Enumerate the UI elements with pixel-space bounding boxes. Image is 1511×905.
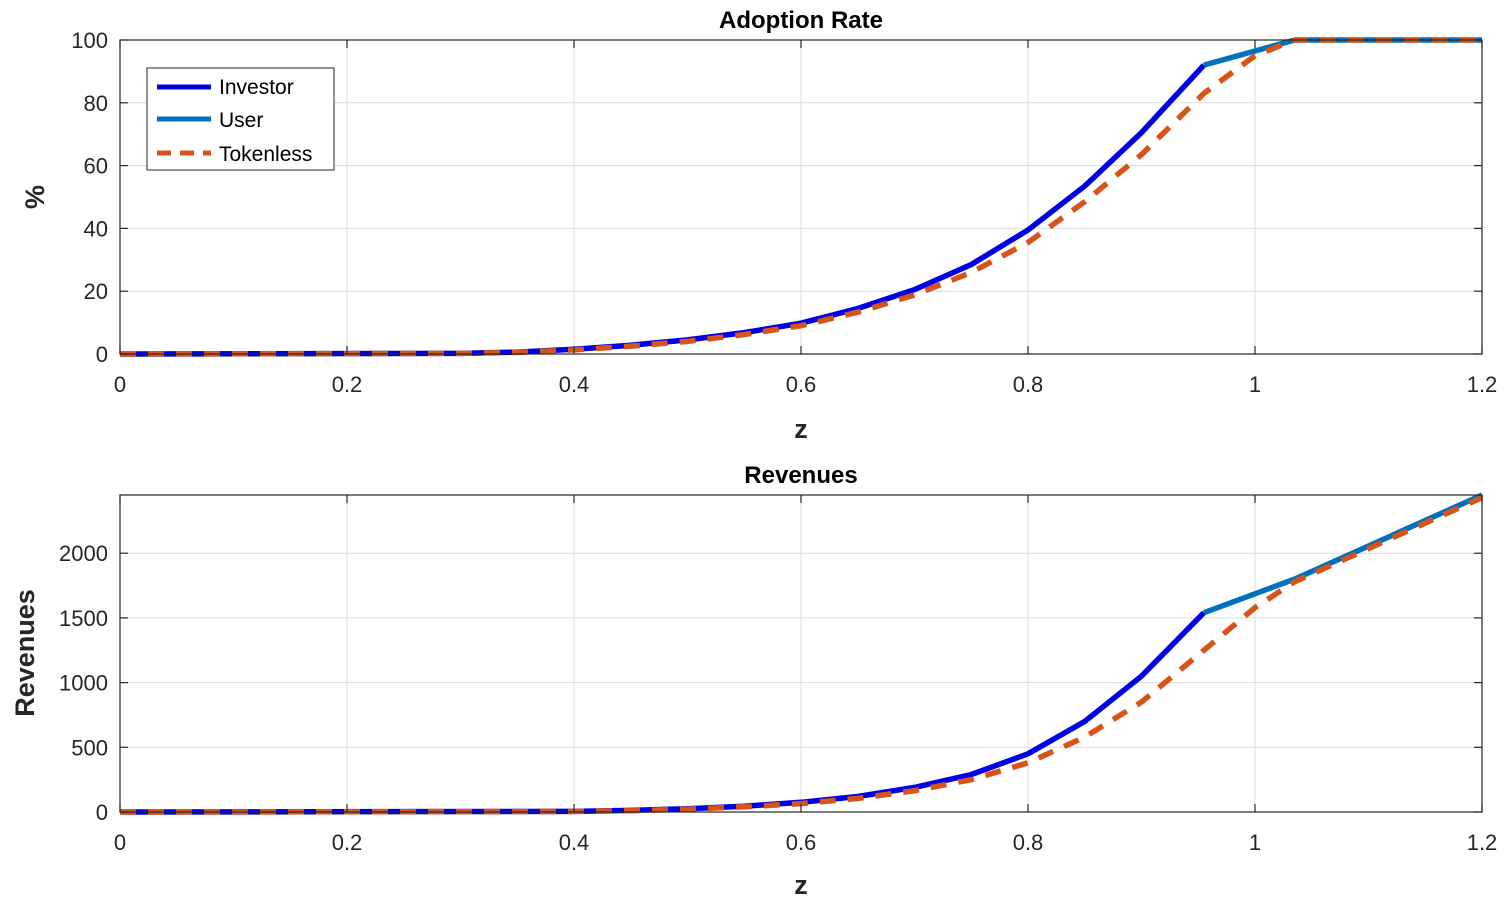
x-tick-label: 0.6: [786, 372, 817, 397]
y-tick-label: 0: [96, 342, 108, 367]
x-tick-label: 0.4: [559, 372, 590, 397]
y-tick-label: 80: [84, 91, 108, 116]
y-tick-label: 0: [96, 800, 108, 825]
y-tick-label: 1500: [59, 606, 108, 631]
y-tick-label: 1000: [59, 671, 108, 696]
series-line-tokenless: [119, 37, 1482, 357]
x-tick-label: 0.6: [786, 830, 817, 855]
series-line-tokenless: [119, 495, 1484, 815]
x-tick-label: 0.2: [332, 372, 363, 397]
x-tick-label: 0.8: [1013, 830, 1044, 855]
chart-title: Adoption Rate: [719, 7, 883, 34]
x-tick-label: 0: [114, 372, 126, 397]
x-tick-label: 0.8: [1013, 372, 1044, 397]
revenues-panel: 0 0.2 0.4 0.6 0.8 1 1.2 0 500 1000 1500 2000 Revenu…: [10, 462, 1497, 900]
y-axis-title: %: [20, 185, 50, 209]
x-tick-label: 1: [1249, 372, 1261, 397]
adoption-rate-panel: 0 0.2 0.4 0.6 0.8 1 1.2 0 20 40 60 80 100 Adoption R…: [20, 7, 1497, 444]
y-tick-label: 2000: [59, 541, 108, 566]
y-tick-label: 40: [84, 216, 108, 241]
x-tick-label: 1.2: [1467, 830, 1498, 855]
y-tick-label: 60: [84, 154, 108, 179]
x-tick-label: 0.2: [332, 830, 363, 855]
x-tick-label: 1.2: [1467, 372, 1498, 397]
legend-label-investor: Investor: [219, 76, 294, 99]
y-tick-label: 100: [71, 28, 108, 53]
x-axis-title: z: [794, 414, 808, 444]
legend: Investor User Tokenless: [146, 67, 335, 171]
y-axis-title: Revenues: [10, 589, 40, 717]
x-tick-label: 0: [114, 830, 126, 855]
x-tick-label: 1: [1249, 830, 1261, 855]
x-tick-label: 0.4: [559, 830, 590, 855]
chart-title: Revenues: [744, 462, 857, 489]
y-tick-label: 20: [84, 279, 108, 304]
x-axis-title: z: [794, 870, 808, 900]
legend-label-user: User: [219, 109, 263, 132]
legend-label-tokenless: Tokenless: [219, 143, 312, 166]
y-tick-label: 500: [71, 735, 108, 760]
